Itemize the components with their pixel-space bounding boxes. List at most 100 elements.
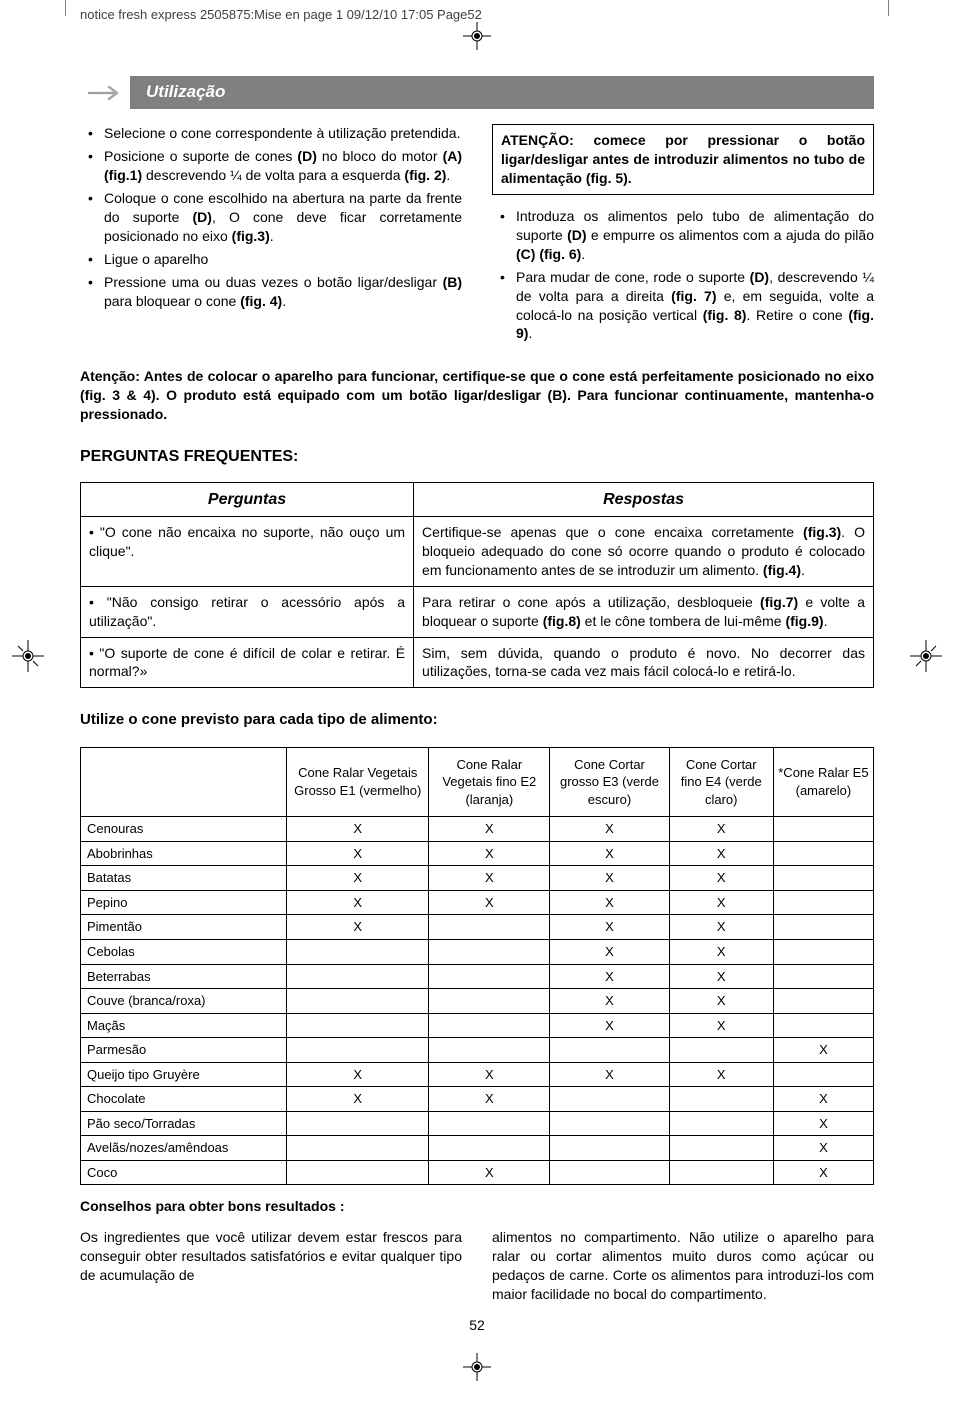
food-mark: [287, 1111, 429, 1136]
food-mark: X: [669, 989, 773, 1014]
food-mark: X: [429, 1062, 550, 1087]
food-mark: X: [550, 817, 669, 842]
food-mark: [287, 1013, 429, 1038]
registration-mark-top: [80, 22, 874, 55]
food-row: Pão seco/Torradas X: [81, 1111, 874, 1136]
registration-mark-left: [12, 640, 44, 677]
food-mark: X: [550, 841, 669, 866]
food-mark: [550, 1136, 669, 1161]
food-mark: X: [550, 915, 669, 940]
right-bullet-list: Introduza os alimentos pelo tubo de alim…: [492, 207, 874, 343]
food-column-header: Cone Ralar Vegetais fino E2 (laranja): [429, 747, 550, 817]
faq-header-answer: Respostas: [414, 482, 874, 517]
food-mark: X: [773, 1038, 873, 1063]
food-mark: X: [550, 989, 669, 1014]
food-name: Couve (branca/roxa): [81, 989, 287, 1014]
food-mark: [429, 964, 550, 989]
food-mark: X: [669, 1062, 773, 1087]
faq-row: • "O suporte de cone é difícil de colar …: [81, 637, 874, 688]
food-name: Pimentão: [81, 915, 287, 940]
food-name: Queijo tipo Gruyère: [81, 1062, 287, 1087]
food-mark: [669, 1087, 773, 1112]
instruction-item: Pressione uma ou duas vezes o botão liga…: [94, 273, 462, 311]
tips-heading: Conselhos para obter bons resultados :: [80, 1197, 874, 1216]
food-mark: X: [287, 817, 429, 842]
registration-mark-right: [910, 640, 942, 677]
food-mark: [429, 1111, 550, 1136]
food-name: Abobrinhas: [81, 841, 287, 866]
tips-columns: Os ingredientes que você utilizar devem …: [80, 1228, 874, 1304]
food-mark: [550, 1160, 669, 1185]
food-name: Cebolas: [81, 940, 287, 965]
food-row: BatatasXXXX: [81, 866, 874, 891]
food-column-header: [81, 747, 287, 817]
food-row: PepinoXXXX: [81, 890, 874, 915]
food-name: Batatas: [81, 866, 287, 891]
instruction-item: Selecione o cone correspondente à utiliz…: [94, 124, 462, 143]
food-mark: X: [287, 866, 429, 891]
food-mark: X: [669, 841, 773, 866]
tips-left: Os ingredientes que você utilizar devem …: [80, 1228, 462, 1304]
food-mark: [773, 989, 873, 1014]
food-mark: [429, 940, 550, 965]
food-mark: [429, 1038, 550, 1063]
right-column: ATENÇÃO: comece por pressionar o botão l…: [492, 124, 874, 347]
food-row: Queijo tipo GruyèreXXXX: [81, 1062, 874, 1087]
food-name: Pepino: [81, 890, 287, 915]
faq-header-question: Perguntas: [81, 482, 414, 517]
food-row: CocoXX: [81, 1160, 874, 1185]
food-mark: X: [550, 964, 669, 989]
food-mark: [287, 1160, 429, 1185]
food-column-header: Cone Cortar grosso E3 (verde escuro): [550, 747, 669, 817]
tips-right: alimentos no compartimento. Não utilize …: [492, 1228, 874, 1304]
food-row: PimentãoXXX: [81, 915, 874, 940]
food-mark: X: [429, 866, 550, 891]
arrow-icon: [80, 80, 130, 106]
faq-answer: Para retirar o cone após a utilização, d…: [414, 586, 874, 637]
food-mark: [773, 841, 873, 866]
instructions-columns: Selecione o cone correspondente à utiliz…: [80, 124, 874, 347]
food-table-caption: Utilize o cone previsto para cada tipo d…: [80, 710, 874, 730]
food-mark: X: [550, 866, 669, 891]
food-mark: X: [287, 841, 429, 866]
instruction-item: Para mudar de cone, rode o suporte (D), …: [506, 268, 874, 344]
food-mark: X: [669, 817, 773, 842]
food-mark: X: [287, 1087, 429, 1112]
food-mark: X: [287, 1062, 429, 1087]
faq-question: • "Não consigo retirar o acessório após …: [81, 586, 414, 637]
food-mark: [429, 1013, 550, 1038]
food-column-header: Cone Ralar Vegetais Grosso E1 (vermelho): [287, 747, 429, 817]
food-name: Pão seco/Torradas: [81, 1111, 287, 1136]
food-mark: [773, 940, 873, 965]
food-name: Avelãs/nozes/amêndoas: [81, 1136, 287, 1161]
food-mark: X: [773, 1111, 873, 1136]
food-mark: [287, 940, 429, 965]
food-mark: X: [287, 915, 429, 940]
food-mark: [287, 989, 429, 1014]
food-mark: X: [669, 1013, 773, 1038]
food-mark: [669, 1038, 773, 1063]
faq-heading: PERGUNTAS FREQUENTES:: [80, 446, 874, 468]
food-mark: [669, 1111, 773, 1136]
food-row: CebolasXX: [81, 940, 874, 965]
instruction-item: Coloque o cone escolhido na abertura na …: [94, 189, 462, 246]
instruction-item: Ligue o aparelho: [94, 250, 462, 269]
food-mark: [287, 964, 429, 989]
faq-question: • "O cone não encaixa no suporte, não ou…: [81, 517, 414, 587]
food-mark: [550, 1087, 669, 1112]
page-number: 52: [80, 1316, 874, 1335]
food-mark: [773, 915, 873, 940]
food-mark: X: [429, 1160, 550, 1185]
faq-answer: Sim, sem dúvida, quando o produto é novo…: [414, 637, 874, 688]
food-mark: X: [669, 915, 773, 940]
food-mark: [287, 1038, 429, 1063]
section-title: Utilização: [130, 76, 874, 109]
food-mark: [773, 1013, 873, 1038]
section-banner: Utilização: [80, 76, 874, 109]
food-mark: [669, 1136, 773, 1161]
food-name: Chocolate: [81, 1087, 287, 1112]
food-mark: X: [550, 940, 669, 965]
food-mark: [429, 989, 550, 1014]
food-mark: [550, 1111, 669, 1136]
food-mark: X: [429, 890, 550, 915]
